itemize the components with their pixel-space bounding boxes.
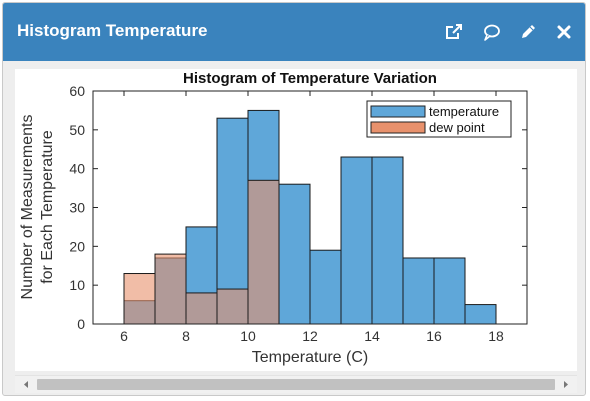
scroll-right-icon[interactable] xyxy=(557,376,575,393)
bar-dew-point-2 xyxy=(185,292,218,325)
chart-title: Histogram of Temperature Variation xyxy=(183,70,437,87)
y-axis-label-line-1: Number of Measurements xyxy=(19,115,36,300)
bar-temperature-11 xyxy=(464,304,497,325)
bar-dew-point-1 xyxy=(154,253,187,325)
x-axis-label: Temperature (C) xyxy=(252,349,368,366)
y-tick-label-20: 20 xyxy=(69,238,85,254)
widget-header: Histogram Temperature xyxy=(3,3,585,61)
widget-title: Histogram Temperature xyxy=(17,21,208,40)
y-tick-label-50: 50 xyxy=(69,122,85,138)
horizontal-scrollbar[interactable] xyxy=(15,375,577,393)
bar-temperature-5 xyxy=(278,183,311,325)
legend-swatch-temperature xyxy=(370,105,426,118)
plot-panel: Histogram of Temperature Variation 6 8 10 1… xyxy=(15,69,577,371)
bar-temperature-7 xyxy=(340,156,373,325)
bar-dew-point-0 xyxy=(123,273,156,325)
scrollbar-thumb[interactable] xyxy=(37,379,555,390)
x-tick-label-18: 18 xyxy=(488,328,504,344)
bar-temperature-10 xyxy=(433,257,466,325)
histogram-chart: Histogram of Temperature Variation 6 8 10 1… xyxy=(19,70,528,366)
external-link-icon[interactable] xyxy=(443,21,465,43)
pencil-icon[interactable] xyxy=(517,21,539,43)
y-tick-label-60: 60 xyxy=(69,83,85,99)
bar-temperature-8 xyxy=(371,156,404,325)
x-tick-label-12: 12 xyxy=(302,328,318,344)
legend-label-dew-point: dew point xyxy=(429,120,485,135)
comment-icon[interactable] xyxy=(481,21,503,43)
x-tick-label-10: 10 xyxy=(240,328,256,344)
close-icon[interactable] xyxy=(553,21,575,43)
x-tick-label-16: 16 xyxy=(426,328,442,344)
legend-label-temperature: temperature xyxy=(429,104,499,119)
histogram-widget: Histogram Temperature xyxy=(2,2,586,396)
legend: temperature dew point xyxy=(366,100,512,138)
x-tick-label-8: 8 xyxy=(182,328,190,344)
bar-temperature-6 xyxy=(309,249,342,325)
x-tick-label-6: 6 xyxy=(120,328,128,344)
bar-dew-point-3 xyxy=(216,288,249,325)
scroll-left-icon[interactable] xyxy=(17,376,35,393)
bar-dew-point-4 xyxy=(247,179,280,325)
x-tick-label-14: 14 xyxy=(364,328,380,344)
y-tick-label-40: 40 xyxy=(69,161,85,177)
legend-swatch-dew-point xyxy=(370,121,426,134)
tick-group: 6 8 10 12 14 16 18 0 10 20 30 40 50 60 xyxy=(69,83,527,344)
bar-temperature-9 xyxy=(402,257,435,325)
y-tick-label-30: 30 xyxy=(69,200,85,216)
y-axis-label-line-2: for Each Temperature xyxy=(39,130,56,284)
y-tick-label-10: 10 xyxy=(69,277,85,293)
bars-group xyxy=(123,109,497,325)
y-tick-label-0: 0 xyxy=(77,316,85,332)
